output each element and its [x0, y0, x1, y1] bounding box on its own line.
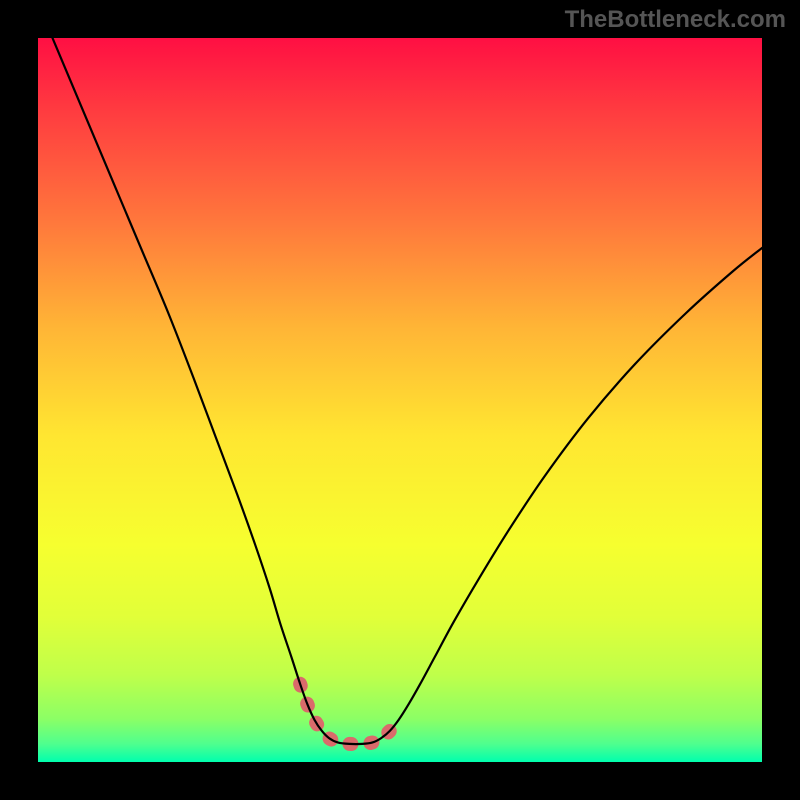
- gradient-background: [38, 38, 762, 762]
- plot-svg: [38, 38, 762, 762]
- plot-area: [38, 38, 762, 762]
- chart-frame: TheBottleneck.com: [0, 0, 800, 800]
- watermark-text: TheBottleneck.com: [565, 6, 786, 34]
